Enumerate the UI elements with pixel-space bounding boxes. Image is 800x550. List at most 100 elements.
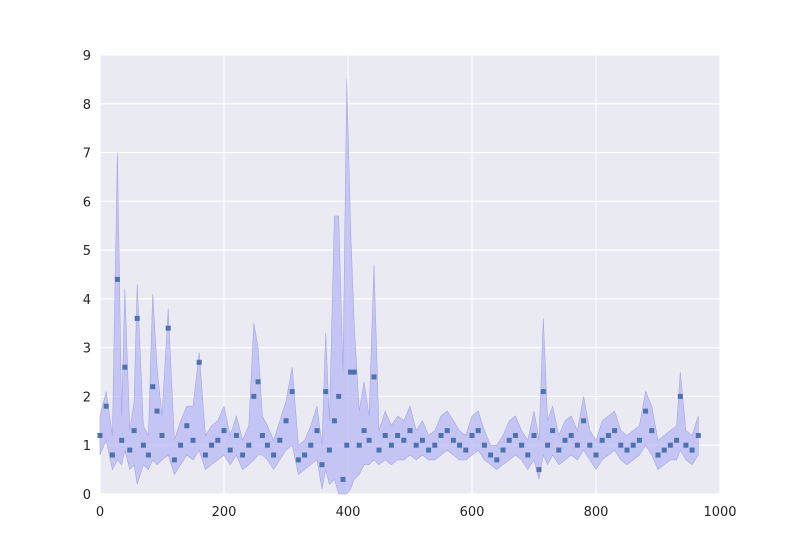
y-tick-label: 0 — [83, 488, 91, 503]
data-point — [519, 442, 525, 448]
data-point — [271, 452, 277, 458]
data-point — [655, 452, 661, 458]
y-axis-tick-labels: 0 1 2 3 4 5 6 7 8 9 — [83, 49, 91, 503]
data-point — [308, 442, 314, 448]
data-point — [356, 442, 362, 448]
uncertainty-band-group — [99, 79, 699, 495]
x-tick-label: 1000 — [703, 505, 736, 520]
data-point — [545, 442, 551, 448]
x-tick-label: 0 — [96, 505, 104, 520]
data-point — [469, 433, 475, 438]
x-axis-tick-labels: 0 200 400 600 800 1000 — [96, 505, 737, 520]
data-point — [494, 457, 500, 463]
data-point — [695, 433, 701, 438]
data-point — [512, 433, 518, 438]
data-point — [540, 389, 546, 395]
data-point — [227, 447, 233, 453]
data-point — [184, 423, 190, 429]
data-point — [323, 389, 329, 395]
data-point — [624, 447, 630, 453]
data-point — [605, 433, 611, 438]
data-point — [450, 437, 456, 443]
data-point — [438, 433, 444, 438]
data-point — [109, 452, 115, 458]
data-point — [674, 437, 680, 443]
data-point — [419, 437, 425, 443]
data-point — [171, 457, 177, 463]
data-point — [246, 442, 252, 448]
data-point — [277, 437, 283, 443]
data-point — [103, 403, 109, 409]
data-point — [475, 428, 481, 434]
data-point — [240, 452, 246, 458]
data-point — [165, 325, 171, 331]
data-point — [145, 452, 151, 458]
data-point — [587, 442, 593, 448]
data-point — [159, 433, 165, 438]
y-tick-label: 4 — [83, 293, 91, 308]
data-point — [388, 442, 394, 448]
data-point — [202, 452, 208, 458]
data-point — [295, 457, 301, 463]
data-point — [426, 447, 432, 453]
data-point — [636, 437, 642, 443]
y-tick-label: 2 — [83, 390, 91, 405]
data-point — [556, 447, 562, 453]
data-point — [221, 428, 227, 434]
data-point — [340, 476, 346, 482]
data-point — [251, 393, 257, 399]
data-point — [581, 418, 587, 424]
data-point — [264, 442, 270, 448]
data-point — [531, 433, 537, 438]
y-tick-label: 3 — [83, 342, 91, 357]
data-point — [302, 452, 308, 458]
y-tick-label: 9 — [83, 49, 91, 64]
data-point — [150, 384, 156, 390]
data-point — [463, 447, 469, 453]
data-point — [568, 433, 574, 438]
data-point — [599, 437, 605, 443]
data-point — [348, 369, 353, 375]
data-point — [134, 315, 140, 321]
data-point — [326, 447, 332, 453]
data-point — [525, 452, 531, 458]
data-point — [689, 447, 695, 453]
data-point — [481, 442, 487, 448]
data-point — [331, 418, 337, 424]
data-point — [351, 369, 357, 375]
data-point — [366, 437, 372, 443]
y-tick-label: 6 — [83, 195, 91, 210]
data-point — [630, 442, 636, 448]
y-tick-label: 7 — [83, 147, 91, 162]
data-point — [643, 408, 649, 414]
data-point — [140, 442, 146, 448]
data-point — [255, 379, 261, 385]
data-point — [382, 433, 388, 438]
data-point — [536, 467, 542, 473]
data-point — [574, 442, 580, 448]
data-point — [289, 389, 295, 395]
uncertainty-band — [99, 79, 699, 495]
data-point — [259, 433, 265, 438]
data-point — [432, 442, 438, 448]
data-point — [127, 447, 133, 453]
data-points-group — [97, 276, 701, 482]
data-point — [677, 393, 683, 399]
data-point — [178, 442, 184, 448]
x-tick-label: 800 — [584, 505, 609, 520]
data-point — [500, 447, 506, 453]
data-point — [612, 428, 618, 434]
x-tick-label: 400 — [336, 505, 361, 520]
data-point — [550, 428, 556, 434]
data-point — [593, 452, 599, 458]
data-point — [154, 408, 160, 414]
data-point — [407, 428, 413, 434]
data-point — [506, 437, 512, 443]
data-point — [371, 374, 377, 380]
y-tick-label: 8 — [83, 98, 91, 113]
data-point — [395, 433, 401, 438]
data-point — [114, 276, 120, 282]
data-point — [283, 418, 289, 424]
data-point — [683, 442, 689, 448]
data-point — [457, 442, 463, 448]
